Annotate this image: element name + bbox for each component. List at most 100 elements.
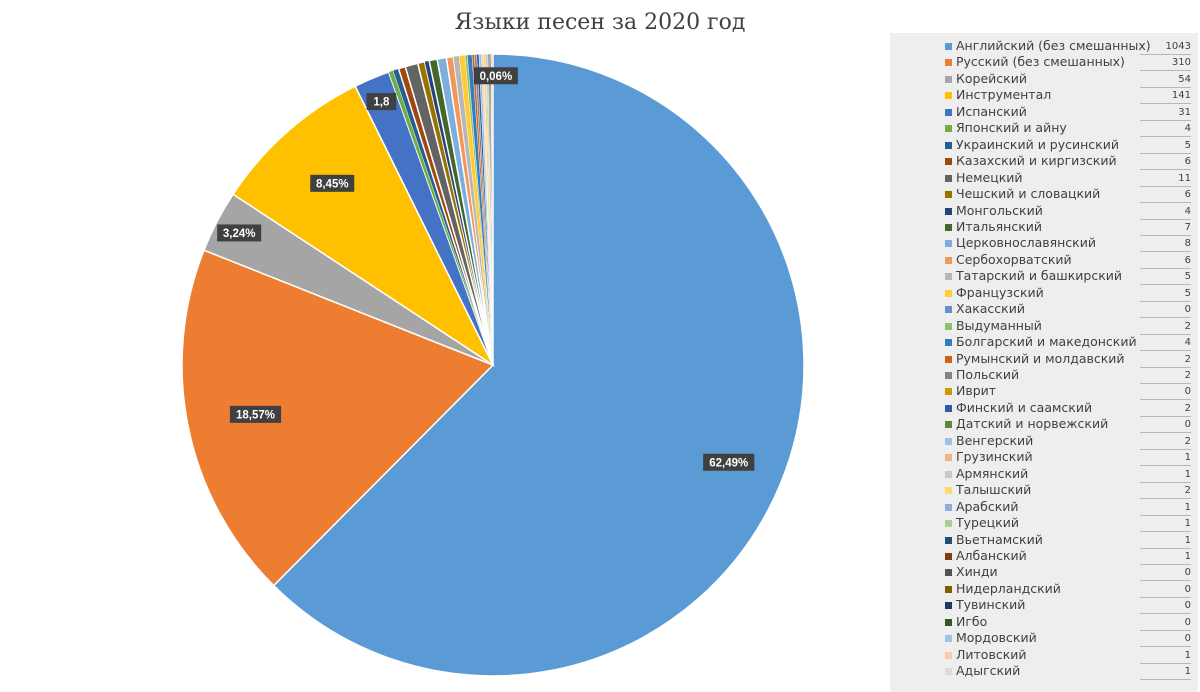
legend-count: 1 [1140,648,1191,664]
data-label-1: 18,57% [229,405,282,423]
legend-swatch [945,174,952,182]
legend-item: Румынский и молдавский 2 [890,351,1198,368]
legend-swatch [945,59,952,67]
pie-slice-3 [232,85,495,368]
pie-slice-1 [181,249,495,587]
legend-item: Церковнославянский 8 [890,235,1198,253]
legend-count: 1 [1140,533,1191,549]
legend-label: Французский [956,284,1044,300]
legend-item: Адыгский 1 [890,663,1198,681]
legend-item: Талышский 2 [890,482,1198,500]
legend-label: Русский (без смешанных) [956,54,1125,70]
legend-swatch [945,289,952,297]
legend-count: 2 [1140,352,1191,368]
legend-count: 2 [1140,319,1191,335]
legend-label: Финский и саамский [956,399,1093,415]
data-label-0: 62,49% [703,453,755,471]
legend-label: Венгерский [956,432,1034,448]
data-label-4: 1,8 [366,93,397,111]
legend-count: 1 [1140,450,1191,467]
legend-swatch [945,569,952,577]
legend-item: Английский (без смешанных) 1043 [890,38,1198,55]
legend-count: 0 [1140,302,1191,319]
legend-label: Армянский [956,465,1029,481]
legend-label: Испанский [956,103,1027,119]
legend-swatch [945,651,952,659]
legend-item: Хинди 0 [890,564,1198,582]
legend-label: Нидерландский [956,580,1061,596]
legend-count: 141 [1140,88,1191,105]
legend-item: Выдуманный 2 [890,318,1198,335]
pie-slice-38 [491,53,494,366]
data-label-small-0: 0,06% [473,67,518,85]
legend-item: Хакасский 0 [890,301,1198,319]
legend-item: Вьетнамский 1 [890,532,1198,549]
legend-label: Датский и норвежский [956,416,1109,432]
legend-swatch [945,372,952,379]
legend-swatch [945,635,952,643]
legend-label: Немецкий [956,169,1023,185]
legend-label: Литовский [956,646,1027,662]
legend-label: Мордовский [956,630,1037,646]
legend-swatch [945,487,952,495]
legend-count: 2 [1140,401,1191,417]
legend-swatch [945,552,952,560]
legend-item: Казахский и киргизский 6 [890,153,1198,171]
legend-item: Арабский 1 [890,499,1198,516]
legend-count: 0 [1140,615,1191,631]
legend-label: Грузинский [956,449,1033,465]
legend-label: Итальянский [956,218,1043,234]
legend-item: Немецкий 11 [890,170,1198,187]
legend-label: Выдуманный [956,317,1042,333]
legend-item: Японский и айну 4 [890,120,1198,138]
legend-item: Итальянский 7 [890,219,1198,236]
legend-count: 6 [1140,253,1191,269]
legend-swatch [945,191,952,199]
legend-count: 0 [1140,598,1191,615]
legend-item: Нидерландский 0 [890,581,1198,598]
legend-label: Игбо [956,613,988,629]
legend-swatch [945,668,952,676]
legend-swatch [945,240,952,248]
legend-swatch [945,404,952,412]
legend-count: 0 [1140,565,1191,582]
legend-count: 1 [1140,664,1191,681]
legend-label: Инструментал [956,87,1052,103]
legend-count: 1043 [1140,39,1191,55]
legend-count: 2 [1140,368,1191,384]
pie-chart: 62,49% 18,57% 3,24% 8,45% 1,8 0,06% [181,53,805,677]
legend-item: Польский 2 [890,367,1198,384]
legend-item: Французский 5 [890,285,1198,302]
data-label-2-text: 3,24% [223,228,256,240]
legend-item: Турецкий 1 [890,515,1198,533]
legend-label: Адыгский [956,663,1021,679]
legend-count: 7 [1140,220,1191,236]
legend-label: Иврит [956,383,997,399]
legend-item: Армянский 1 [890,466,1198,483]
legend-swatch [945,602,952,610]
legend-count: 310 [1140,55,1191,72]
legend-swatch [945,536,952,544]
legend-swatch [945,141,952,149]
legend-count: 8 [1140,236,1191,253]
legend-label: Монгольский [956,202,1043,218]
legend-swatch [945,207,952,215]
legend-label: Талышский [956,482,1032,498]
legend-label: Хакасский [956,301,1025,317]
legend-count: 2 [1140,483,1191,500]
legend-swatch [945,437,952,445]
legend-count: 6 [1140,154,1191,171]
legend: Английский (без смешанных) 1043 Русский (б… [890,33,1198,692]
legend-label: Японский и айну [956,120,1067,136]
legend-label: Албанский [956,547,1027,563]
legend-item: Испанский 31 [890,104,1198,121]
legend-swatch [945,75,952,83]
legend-count: 0 [1140,417,1191,434]
legend-label: Турецкий [956,515,1019,531]
legend-label: Польский [956,367,1020,382]
data-label-0-text: 62,49% [709,457,748,469]
legend-item: Литовский 1 [890,647,1198,664]
legend-item: Венгерский 2 [890,433,1198,450]
legend-item: Датский и норвежский 0 [890,416,1198,434]
legend-item: Тувинский 0 [890,597,1198,615]
